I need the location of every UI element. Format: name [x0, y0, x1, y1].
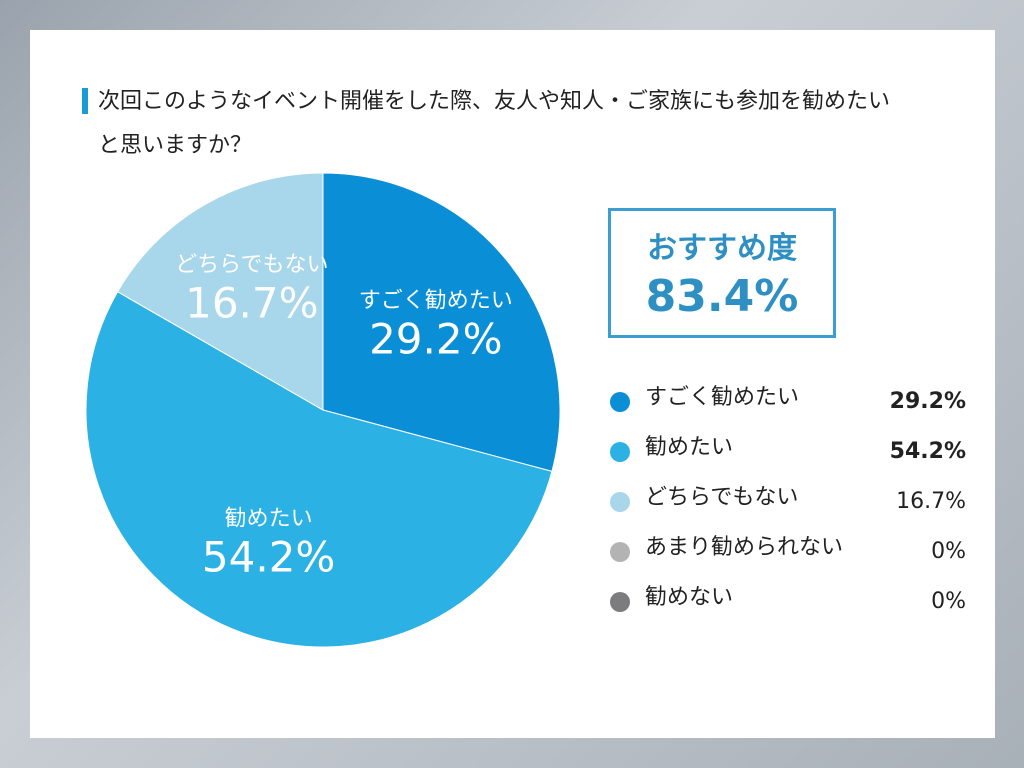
score-box: おすすめ度 83.4%: [608, 208, 836, 338]
legend-label: あまり勧められない: [645, 535, 843, 560]
pie-slice: [85, 291, 553, 648]
pie-slice: [116, 172, 324, 411]
slice-label: すごく勧めたい 29.2%: [359, 283, 513, 364]
legend-value: 0%: [931, 589, 966, 614]
slice-name: 勧めたい: [224, 506, 313, 532]
legend-label: 勧めたい: [645, 435, 733, 460]
legend-label: 勧めない: [645, 585, 733, 610]
legend-label: どちらでもない: [645, 485, 798, 510]
slice-label: どちらでもない 16.7%: [175, 246, 328, 327]
slice-value: 54.2%: [201, 532, 336, 582]
legend-swatch: [610, 392, 630, 412]
slice-value: 16.7%: [185, 278, 319, 328]
chart-title: 次回このようなイベント開催をした際、友人や知人・ご家族にも参加を勧めたいと思いま…: [98, 89, 891, 158]
legend-swatch: [610, 442, 630, 462]
legend-swatch: [610, 592, 630, 612]
legend-value: 16.7%: [896, 489, 966, 514]
title-bar: [82, 88, 88, 114]
legend-label: すごく勧めたい: [645, 385, 799, 410]
legend-value: 54.2%: [890, 439, 966, 464]
score-value: 83.4%: [645, 271, 799, 322]
slice-name: どちらでもない: [175, 252, 329, 278]
legend-value: 29.2%: [890, 389, 966, 414]
slice-label: 勧めたい 54.2%: [202, 501, 335, 582]
legend-value: 0%: [931, 539, 966, 564]
legend-swatch: [610, 492, 630, 512]
slice-name: すごく勧めたい: [358, 288, 513, 314]
pie-slice: [322, 172, 561, 473]
score-label: おすすめ度: [647, 231, 797, 266]
slice-value: 29.2%: [369, 314, 503, 364]
legend-swatch: [610, 542, 630, 562]
